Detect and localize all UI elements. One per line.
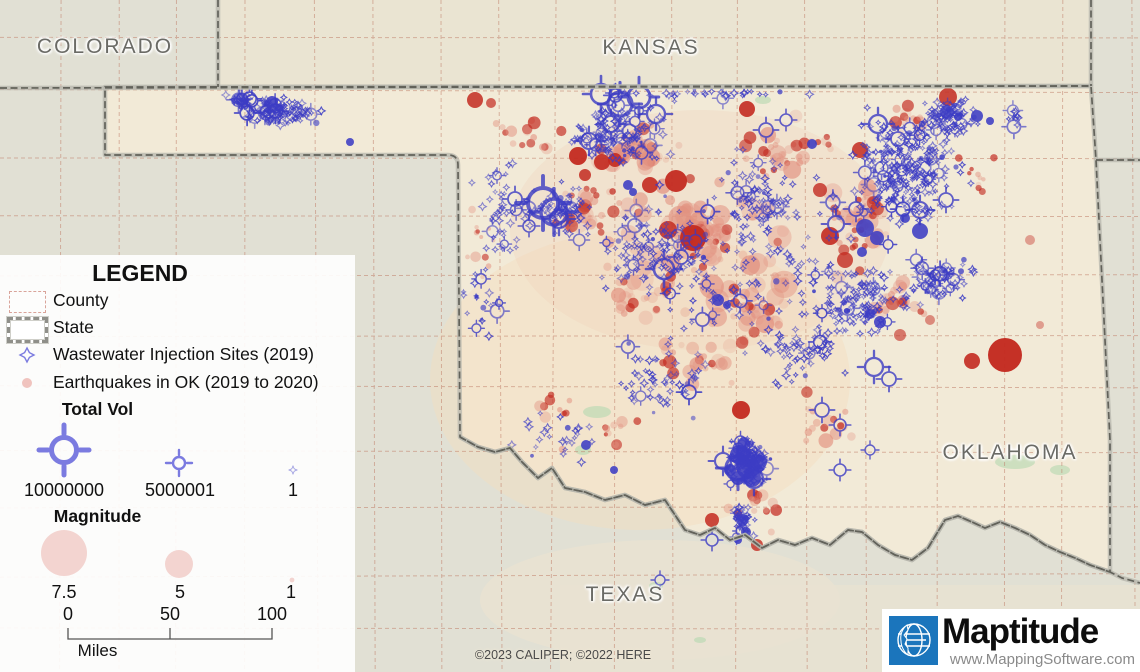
- earthquakes-layer: [465, 88, 1044, 551]
- earthquake-icon: [22, 378, 32, 388]
- kansas-fill: [218, 0, 1091, 87]
- maptitude-logo[interactable]: Maptitude www.MappingSoftware.com: [882, 609, 1140, 672]
- legend-item-earthquake: Earthquakes in OK (2019 to 2020): [53, 372, 319, 392]
- state-label-kansas: KANSAS: [602, 36, 700, 59]
- state-label-texas: TEXAS: [585, 583, 665, 606]
- maptitude-wordmark: Maptitude: [942, 612, 1099, 651]
- volume-value-small: 1: [287, 480, 298, 500]
- map-copyright: ©2023 CALIPER; ©2022 HERE: [474, 648, 652, 662]
- magnitude-value-small: 1: [285, 582, 296, 602]
- scale-tick-50: 50: [159, 604, 181, 624]
- maptitude-url[interactable]: www.MappingSoftware.com: [949, 651, 1135, 668]
- legend-item-state: State: [53, 317, 94, 337]
- legend-item-injection: Wastewater Injection Sites (2019): [53, 344, 314, 364]
- scale-bar: [67, 628, 273, 640]
- state-label-colorado: COLORADO: [36, 35, 174, 58]
- county-swatch: [9, 291, 46, 313]
- injection-volume-markers-layer: [501, 74, 960, 590]
- state-swatch: [7, 317, 48, 343]
- magnitude-value-medium: 5: [174, 582, 185, 602]
- magnitude-symbol-small: [289, 577, 295, 583]
- legend-title: LEGEND: [92, 260, 188, 286]
- total-vol-heading: Total Vol: [61, 399, 134, 419]
- magnitude-value-large: 7.5: [51, 582, 77, 602]
- volume-value-large: 10000000: [23, 480, 105, 500]
- magnitude-symbol-medium: [165, 550, 193, 578]
- volume-symbol-small: [288, 465, 298, 475]
- volume-symbol-medium: [164, 448, 194, 478]
- volume-value-medium: 5000001: [144, 480, 216, 500]
- scale-unit: Miles: [77, 641, 118, 660]
- state-borders-layer: [0, 0, 1140, 586]
- volume-symbol-large: [36, 422, 92, 478]
- magnitude-symbol-large: [41, 530, 87, 576]
- scale-tick-0: 0: [62, 604, 73, 624]
- injection-site-icon: [18, 346, 36, 364]
- legend-panel: LEGEND County State Wastewater Injection…: [0, 255, 355, 672]
- legend-item-county: County: [53, 290, 109, 310]
- maptitude-globe-icon: [889, 616, 938, 665]
- scale-tick-100: 100: [256, 604, 288, 624]
- magnitude-heading: Magnitude: [53, 506, 142, 526]
- state-label-oklahoma: OKLAHOMA: [942, 441, 1078, 464]
